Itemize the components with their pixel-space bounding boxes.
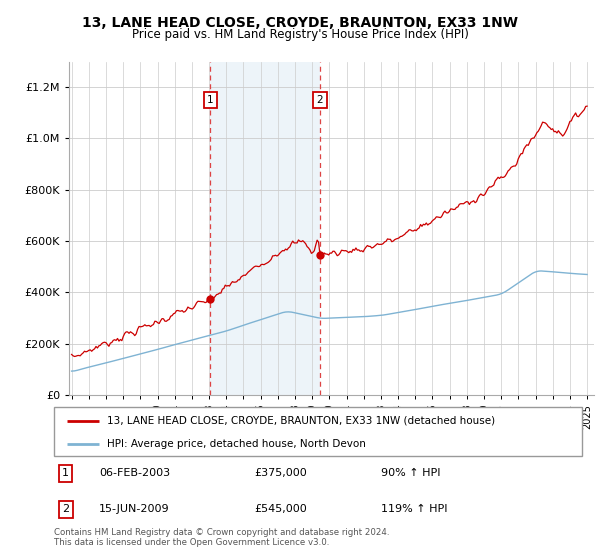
Text: Contains HM Land Registry data © Crown copyright and database right 2024.
This d: Contains HM Land Registry data © Crown c… (54, 528, 389, 548)
Text: 1: 1 (62, 468, 69, 478)
Text: 06-FEB-2003: 06-FEB-2003 (99, 468, 170, 478)
Text: 15-JUN-2009: 15-JUN-2009 (99, 505, 170, 515)
Text: 119% ↑ HPI: 119% ↑ HPI (382, 505, 448, 515)
FancyBboxPatch shape (54, 407, 582, 456)
Text: Price paid vs. HM Land Registry's House Price Index (HPI): Price paid vs. HM Land Registry's House … (131, 28, 469, 41)
Text: 2: 2 (317, 95, 323, 105)
Text: £545,000: £545,000 (254, 505, 307, 515)
Text: 2: 2 (62, 505, 69, 515)
Text: HPI: Average price, detached house, North Devon: HPI: Average price, detached house, Nort… (107, 439, 365, 449)
Text: 13, LANE HEAD CLOSE, CROYDE, BRAUNTON, EX33 1NW (detached house): 13, LANE HEAD CLOSE, CROYDE, BRAUNTON, E… (107, 416, 495, 426)
Text: 90% ↑ HPI: 90% ↑ HPI (382, 468, 441, 478)
Text: 13, LANE HEAD CLOSE, CROYDE, BRAUNTON, EX33 1NW: 13, LANE HEAD CLOSE, CROYDE, BRAUNTON, E… (82, 16, 518, 30)
Text: £375,000: £375,000 (254, 468, 307, 478)
Text: 1: 1 (207, 95, 214, 105)
Bar (211, 62, 320, 395)
